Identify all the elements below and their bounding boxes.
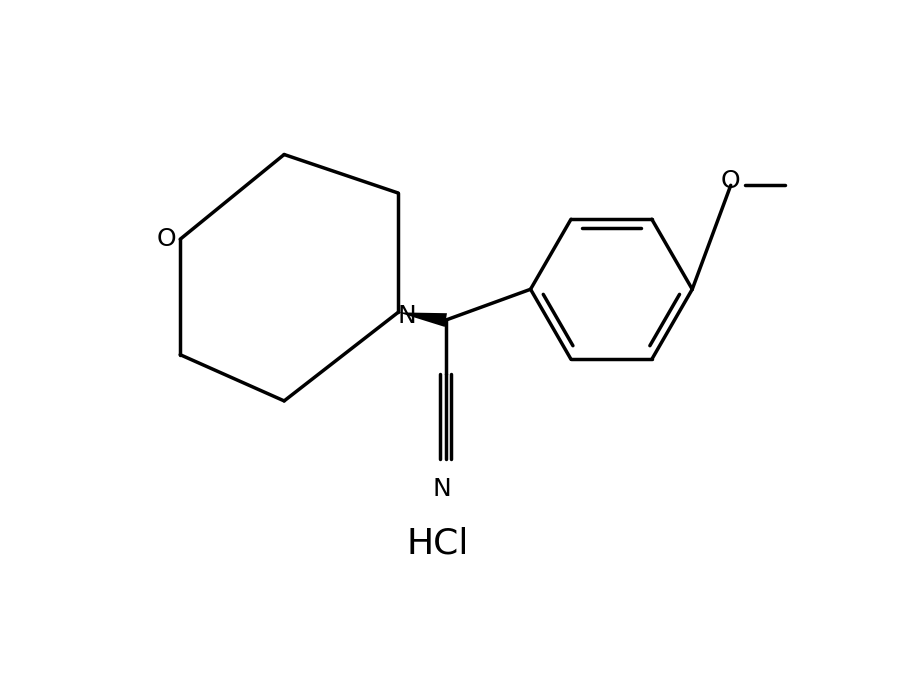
Text: HCl: HCl (407, 526, 469, 560)
Polygon shape (398, 313, 447, 327)
Text: N: N (398, 304, 417, 328)
Text: O: O (157, 227, 176, 252)
Text: O: O (721, 170, 741, 193)
Text: N: N (433, 477, 452, 502)
